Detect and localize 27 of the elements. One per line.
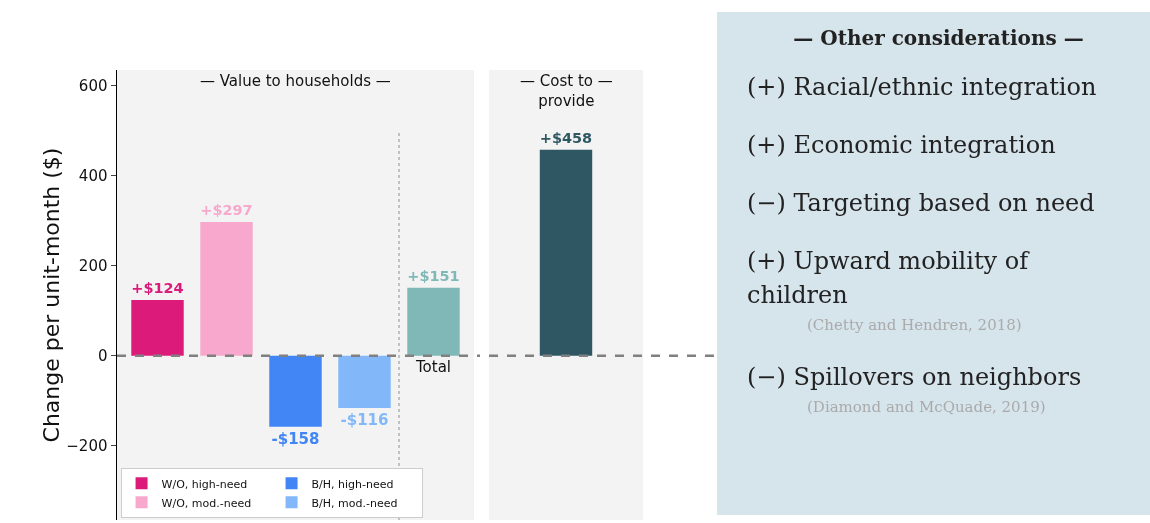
data-label: -$158 bbox=[271, 429, 320, 448]
y-tick-label: −200 bbox=[66, 437, 108, 455]
chart-title: — Value to households — bbox=[200, 72, 391, 90]
text: (+) Upward mobility of children bbox=[747, 246, 1031, 311]
y-tick-label: 0 bbox=[97, 347, 108, 365]
text: (+) Economic integration bbox=[747, 130, 1057, 161]
text: — Cost to — provide bbox=[520, 72, 613, 110]
y-tick-label: 600 bbox=[78, 77, 108, 95]
text: — Other considerations — bbox=[792, 26, 1085, 50]
data-label: +$124 bbox=[131, 280, 184, 297]
data-label: +$151 bbox=[407, 267, 460, 284]
legend-label: W/O, high-need bbox=[161, 477, 248, 491]
legend-label: W/O, mod.-need bbox=[161, 496, 252, 510]
x-tick-label: Total bbox=[414, 357, 452, 376]
y-tick-label: 400 bbox=[78, 167, 108, 185]
y-axis-title: Change per unit-month ($) bbox=[39, 147, 65, 443]
text: (Chetty and Hendren, 2018) bbox=[807, 316, 1023, 334]
text: (Diamond and McQuade, 2019) bbox=[807, 398, 1047, 416]
text: (−) Targeting based on need bbox=[747, 188, 1096, 219]
data-label: +$458 bbox=[539, 129, 593, 146]
data-label: +$297 bbox=[200, 202, 253, 219]
data-label: -$116 bbox=[340, 410, 389, 429]
y-tick-label: 200 bbox=[78, 257, 108, 275]
text: (+) Racial/ethnic integration bbox=[747, 72, 1098, 103]
legend-label: B/H, mod.-need bbox=[311, 496, 398, 510]
legend-label: B/H, high-need bbox=[311, 477, 394, 491]
text: (−) Spillovers on neighbors bbox=[747, 362, 1083, 393]
